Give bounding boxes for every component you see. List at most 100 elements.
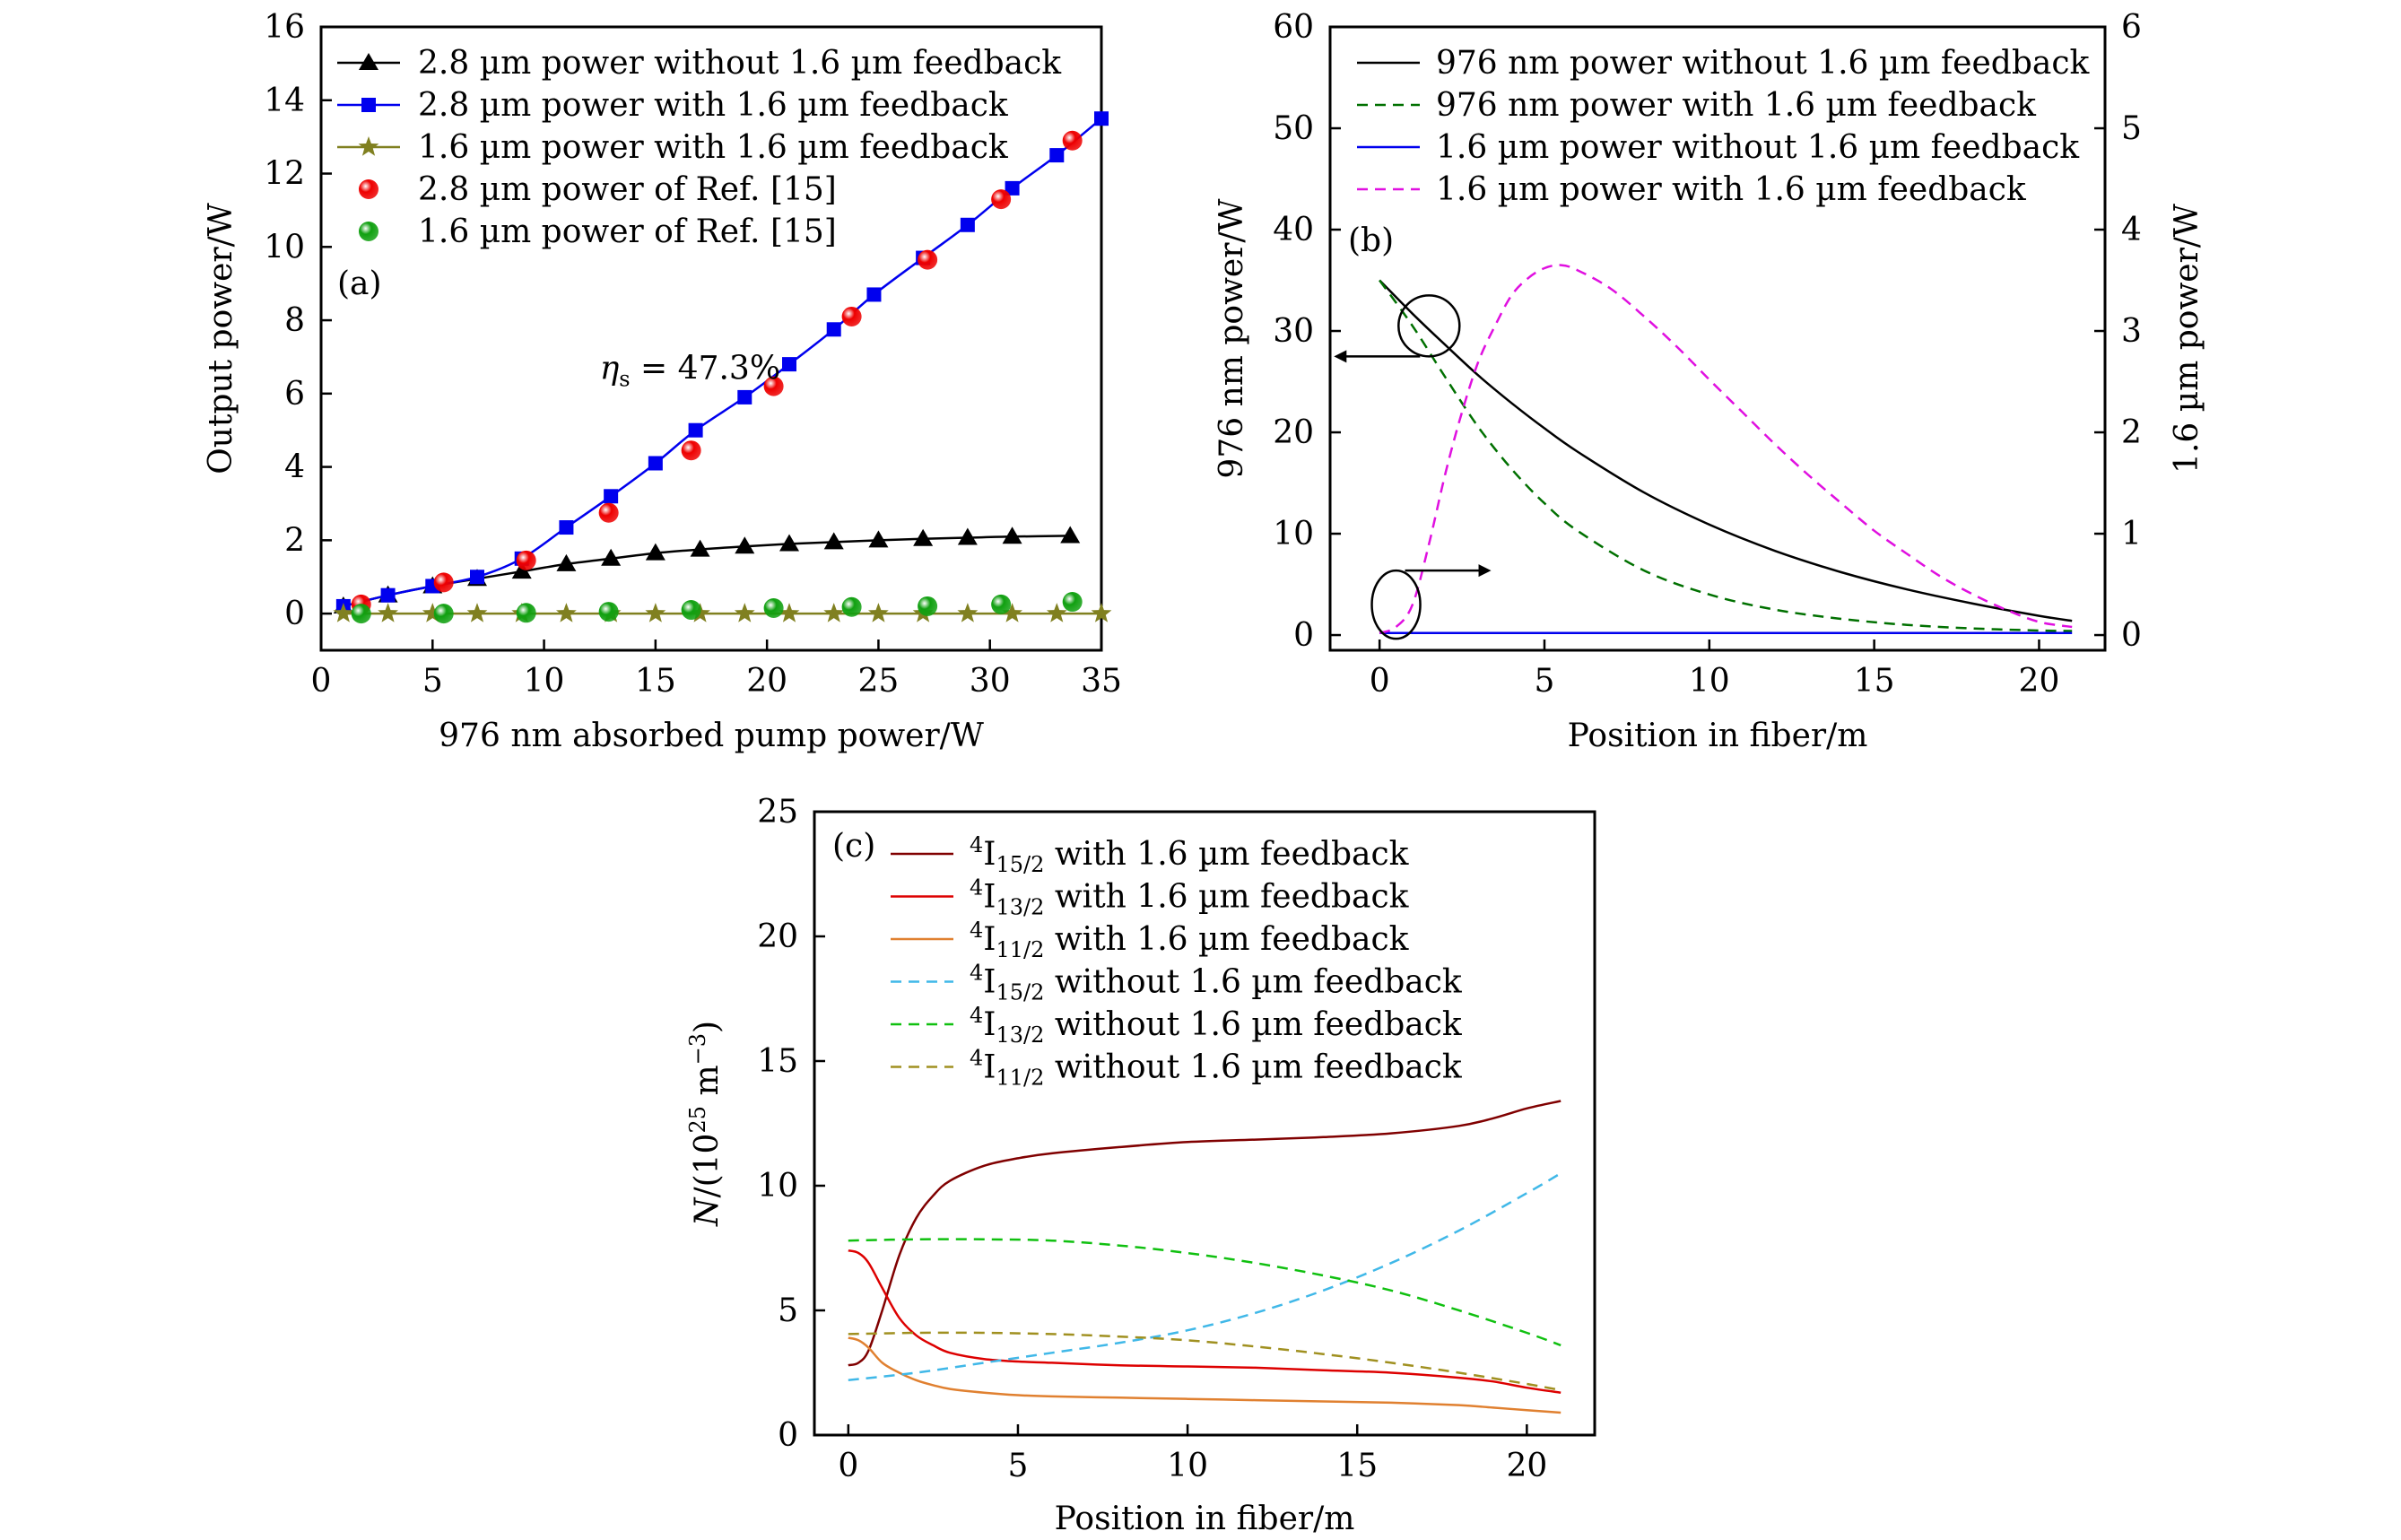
legend-sub: 13/2	[996, 895, 1045, 920]
chart-a-data-point	[991, 189, 1012, 210]
chart-b-ytick-right-label: 0	[2121, 617, 2142, 654]
chart-a-data-point	[645, 603, 666, 622]
chart-b-ytick-right-label: 3	[2121, 313, 2142, 350]
chart-a-xtick-label: 30	[970, 663, 1011, 700]
legend-sup: 4	[970, 961, 983, 986]
chart-c-series-line-5	[848, 1331, 1562, 1392]
chart-b-ylabel: 976 nm power/W	[1214, 198, 1250, 478]
chart-c-xlabel: Position in fiber/m	[1055, 1501, 1355, 1537]
chart-a-series-line	[343, 535, 1071, 608]
chart-a-data-point	[681, 600, 701, 621]
chart-a-data-point	[559, 520, 574, 535]
chart-a-data-point	[1049, 148, 1065, 163]
legend-sup: 4	[970, 1046, 983, 1071]
chart-a-ytick-label: 2	[284, 522, 305, 559]
chart-c-xtick-label: 0	[838, 1448, 858, 1484]
chart-a-data-point	[648, 456, 663, 471]
chart-b-xlabel: Position in fiber/m	[1568, 718, 1868, 754]
chart-a-data-point	[823, 603, 845, 622]
chart-a-ytick-label: 4	[284, 449, 305, 486]
chart-a-xlabel: 976 nm absorbed pump power/W	[439, 718, 984, 754]
chart-a-data-point	[957, 527, 978, 545]
chart-a-data-point	[433, 572, 454, 593]
chart-a-data-point	[516, 603, 536, 623]
chart-c-legend-label: 4I13/2 without 1.6 µm feedback	[970, 1003, 1463, 1048]
chart-a-data-point	[1005, 180, 1020, 196]
chart-a-data-point	[1002, 603, 1022, 622]
chart-a-xtick-label: 15	[635, 663, 676, 700]
chart-b-ytick-label: 60	[1273, 9, 1314, 46]
ylabel-text3: )	[689, 1021, 726, 1033]
chart-c-ytick-label: 0	[778, 1417, 798, 1454]
chart-a-data-point	[333, 603, 354, 622]
chart-c-xtick-label: 5	[1008, 1448, 1029, 1484]
chart-b-ytick-label: 10	[1273, 516, 1314, 552]
chart-a-legend-marker	[361, 98, 376, 112]
chart-panel-a: 0 5 10 15 20 25 30 35 0 2 4 6 8 10 12 14 16 976 nm absorb…	[203, 9, 1122, 754]
chart-a-legend-label: 2.8 µm power of Ref. [15]	[418, 171, 837, 208]
chart-panel-b: 0 5 10 15 20 0 10 20 30 40 50 60 0 1 2 3 4 5 6 Position in …	[1214, 9, 2205, 754]
legend-sub: 15/2	[996, 852, 1045, 877]
chart-b-legend-label: 976 nm power with 1.6 µm feedback	[1436, 87, 2037, 124]
chart-a-xtick-label: 35	[1081, 663, 1122, 700]
chart-a-data-point	[868, 603, 889, 622]
chart-a-annotation: ηs = 47.3%	[600, 350, 780, 391]
chart-a-frame	[319, 25, 1103, 652]
chart-a-legend-marker	[359, 222, 378, 241]
legend-sup: 4	[970, 918, 983, 943]
chart-b-legend-label: 1.6 µm power with 1.6 µm feedback	[1436, 171, 2027, 208]
chart-c-ytick-label: 20	[757, 918, 798, 955]
chart-a-data-point	[511, 561, 532, 579]
chart-c-xtick-label: 10	[1167, 1448, 1208, 1484]
chart-a-data-point	[735, 536, 755, 554]
chart-c-series-line-1	[848, 1249, 1562, 1394]
chart-a-data-point	[823, 532, 844, 550]
chart-c-ytick-label: 5	[778, 1292, 798, 1329]
chart-a-series-4	[351, 592, 1083, 624]
legend-sub: 11/2	[996, 1066, 1045, 1091]
chart-a-legend-label: 2.8 µm power with 1.6 µm feedback	[418, 87, 1009, 124]
chart-b-xtick-label: 15	[1854, 663, 1895, 700]
chart-a-data-point	[763, 376, 784, 396]
chart-a-data-point	[918, 596, 938, 616]
chart-b-ytick-right-label: 1	[2121, 516, 2142, 552]
chart-a-data-point	[782, 357, 796, 372]
legend-rest: with 1.6 µm feedback	[1044, 879, 1409, 916]
chart-a-data-point	[598, 602, 619, 622]
chart-a-legend-marker	[359, 179, 378, 199]
chart-c-series-line-2	[848, 1336, 1562, 1414]
chart-a-data-point	[1062, 130, 1083, 151]
chart-b-ytick-label: 50	[1273, 110, 1314, 147]
legend-base: I	[983, 1049, 996, 1086]
chart-a-data-point	[779, 603, 800, 622]
chart-a-data-point	[690, 539, 710, 557]
chart-b-panel-label: (b)	[1348, 222, 1394, 259]
chart-a-data-point	[826, 322, 841, 337]
chart-a-xtick-label: 20	[746, 663, 787, 700]
legend-sub: 15/2	[996, 980, 1045, 1005]
annotation-text: = 47.3%	[631, 350, 780, 387]
chart-c-xtick-label: 20	[1506, 1448, 1547, 1484]
chart-b-circle-marker	[1370, 569, 1422, 640]
chart-a-data-point	[1091, 603, 1112, 622]
chart-a-data-point	[681, 440, 701, 461]
chart-b-xtick-label: 10	[1689, 663, 1730, 700]
chart-a-data-point	[734, 603, 755, 622]
chart-a-ytick-label: 16	[264, 9, 305, 46]
chart-b-series-line-0	[1379, 279, 2073, 622]
chart-a-data-point	[1094, 111, 1109, 126]
chart-c-frame	[813, 810, 1596, 1437]
chart-c-ylabel: N/(1025 m−3)	[685, 1021, 726, 1227]
chart-b-xtick-label: 20	[2019, 663, 2060, 700]
chart-c-series-line-4	[848, 1238, 1562, 1347]
chart-a-data-point	[433, 604, 454, 624]
annotation-symbol: η	[600, 350, 620, 387]
chart-c-ytick-label: 25	[757, 794, 798, 831]
chart-c-xtick-label: 15	[1336, 1448, 1378, 1484]
legend-rest: with 1.6 µm feedback	[1044, 836, 1409, 873]
chart-c-legend-label: 4I11/2 with 1.6 µm feedback	[970, 918, 1410, 962]
chart-a-data-point	[556, 553, 577, 571]
chart-a-series-3	[351, 130, 1083, 614]
ylabel-text2: m	[689, 1065, 726, 1106]
chart-a-data-point	[516, 550, 536, 570]
